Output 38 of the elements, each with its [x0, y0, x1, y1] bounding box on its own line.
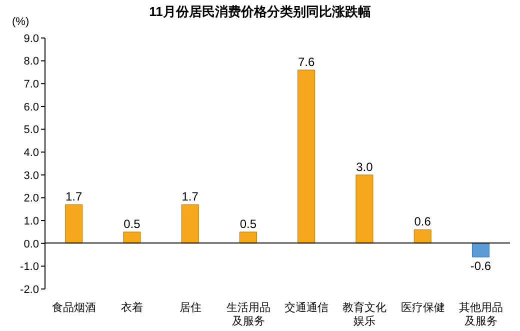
y-tick-label: 6.0: [24, 101, 39, 114]
y-tick-label: 2.0: [24, 192, 39, 205]
data-label: 0.6: [414, 214, 432, 229]
y-tick-label: 8.0: [24, 56, 39, 68]
bar: [472, 243, 490, 258]
bar: [239, 232, 257, 244]
y-tick-label: -1.0: [20, 261, 39, 274]
x-tick-label: 教育文化娱乐: [342, 300, 387, 328]
chart-title: 11月份居民消费价格分类别同比涨跌幅: [149, 4, 371, 19]
y-tick-label: 5.0: [24, 124, 39, 136]
data-label: 0.5: [124, 216, 141, 231]
y-tick-label: 3.0: [24, 170, 39, 182]
data-label: 7.6: [298, 54, 316, 69]
data-label: 0.5: [240, 216, 257, 231]
bar: [356, 174, 374, 244]
x-tick-label: 食品烟酒: [52, 300, 96, 314]
data-label: -0.6: [470, 259, 492, 274]
y-tick-label: -2.0: [20, 284, 39, 296]
data-label: 1.7: [66, 190, 83, 204]
data-label: 3.0: [356, 160, 374, 174]
bar: [298, 70, 316, 244]
bar: [414, 229, 432, 244]
y-tick-label: 7.0: [24, 78, 39, 91]
bar: [65, 204, 83, 244]
y-tick-label: 4.0: [24, 146, 39, 159]
x-tick-label: 医疗保健: [400, 300, 445, 314]
y-tick-label: 9.0: [24, 32, 39, 45]
y-axis-title: (%): [12, 16, 30, 28]
y-tick-label: 1.0: [24, 215, 39, 228]
x-tick-label: 生活用品及服务: [226, 300, 270, 328]
x-tick-label: 交通通信: [284, 300, 329, 314]
y-tick-label: 0.0: [24, 238, 39, 250]
data-label: 1.7: [182, 190, 199, 204]
bar: [181, 204, 199, 244]
x-tick-label: 衣着: [121, 300, 144, 314]
bar: [123, 232, 141, 244]
x-tick-label: 其他用品及服务: [458, 300, 503, 328]
x-tick-label: 居住: [179, 302, 202, 314]
